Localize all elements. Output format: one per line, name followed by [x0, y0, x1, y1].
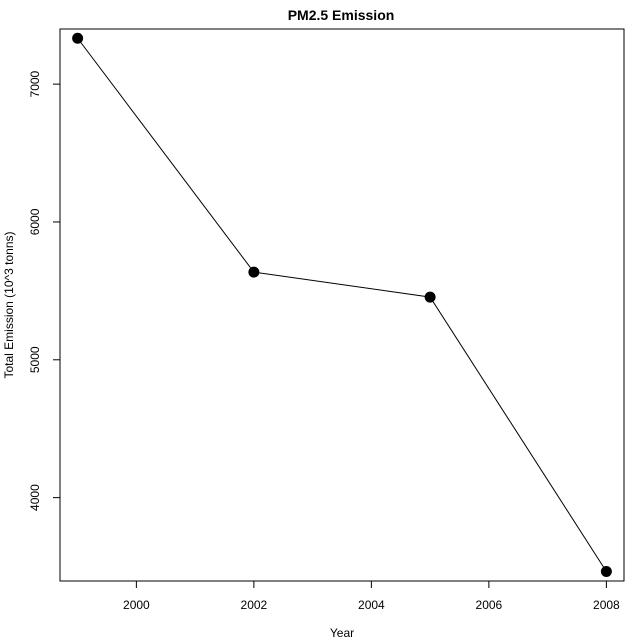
chart-title: PM2.5 Emission	[288, 7, 395, 23]
data-point	[600, 565, 612, 577]
series-group	[72, 32, 612, 577]
x-tick-label: 2004	[358, 598, 385, 612]
y-tick-label: 7000	[28, 70, 42, 97]
x-tick-label: 2006	[476, 598, 503, 612]
y-tick-label: 5000	[28, 346, 42, 373]
series-line	[77, 37, 607, 572]
data-point	[72, 32, 84, 44]
x-axis-label: Year	[330, 626, 354, 640]
x-tick-label: 2000	[123, 598, 150, 612]
plot-frame	[59, 28, 625, 582]
data-point	[424, 291, 436, 303]
x-axis: 2000 2002 2004 2006 2008	[123, 581, 620, 612]
y-axis: 4000 5000 6000 7000	[28, 70, 60, 511]
y-tick-label: 6000	[28, 208, 42, 235]
data-point	[248, 266, 260, 278]
y-tick-label: 4000	[28, 484, 42, 511]
y-axis-label: Total Emission (10^3 tonns)	[2, 231, 16, 378]
x-tick-label: 2002	[241, 598, 268, 612]
x-tick-label: 2008	[593, 598, 620, 612]
